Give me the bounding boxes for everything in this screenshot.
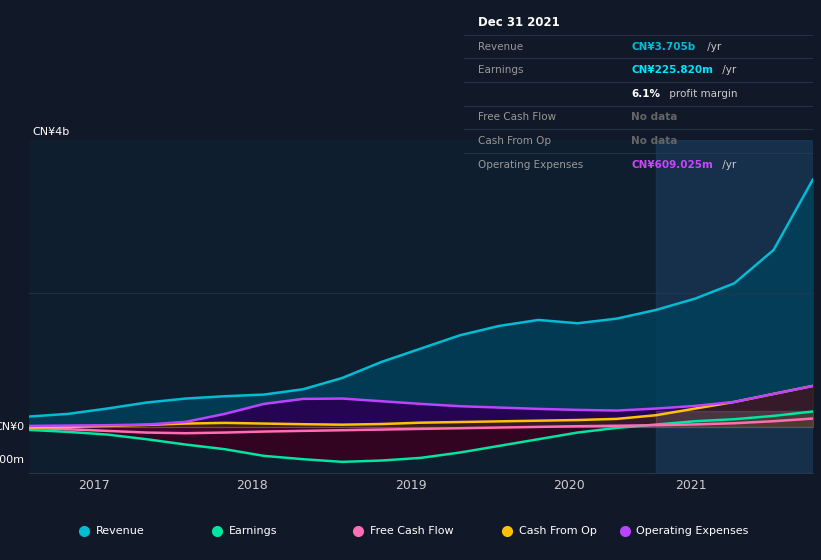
Text: Earnings: Earnings [478, 65, 523, 75]
Text: CN¥609.025m: CN¥609.025m [631, 160, 713, 170]
Text: /yr: /yr [704, 41, 721, 52]
Text: Cash From Op: Cash From Op [519, 526, 597, 535]
Text: profit margin: profit margin [666, 89, 737, 99]
Text: 6.1%: 6.1% [631, 89, 660, 99]
Text: Operating Expenses: Operating Expenses [478, 160, 583, 170]
Text: /yr: /yr [719, 65, 736, 75]
Text: No data: No data [631, 113, 677, 123]
Text: -CN¥500m: -CN¥500m [0, 455, 25, 465]
Text: Earnings: Earnings [229, 526, 277, 535]
Text: Cash From Op: Cash From Op [478, 136, 551, 146]
Text: Revenue: Revenue [478, 41, 523, 52]
Text: Free Cash Flow: Free Cash Flow [478, 113, 556, 123]
Text: Free Cash Flow: Free Cash Flow [369, 526, 453, 535]
Text: CN¥4b: CN¥4b [33, 127, 70, 137]
Text: Dec 31 2021: Dec 31 2021 [478, 16, 560, 30]
Text: /yr: /yr [719, 160, 736, 170]
Text: Operating Expenses: Operating Expenses [636, 526, 749, 535]
Text: CN¥225.820m: CN¥225.820m [631, 65, 713, 75]
Text: CN¥3.705b: CN¥3.705b [631, 41, 695, 52]
Bar [656, 140, 813, 473]
Text: No data: No data [631, 136, 677, 146]
Text: Revenue: Revenue [95, 526, 144, 535]
Text: CN¥0: CN¥0 [0, 422, 25, 432]
